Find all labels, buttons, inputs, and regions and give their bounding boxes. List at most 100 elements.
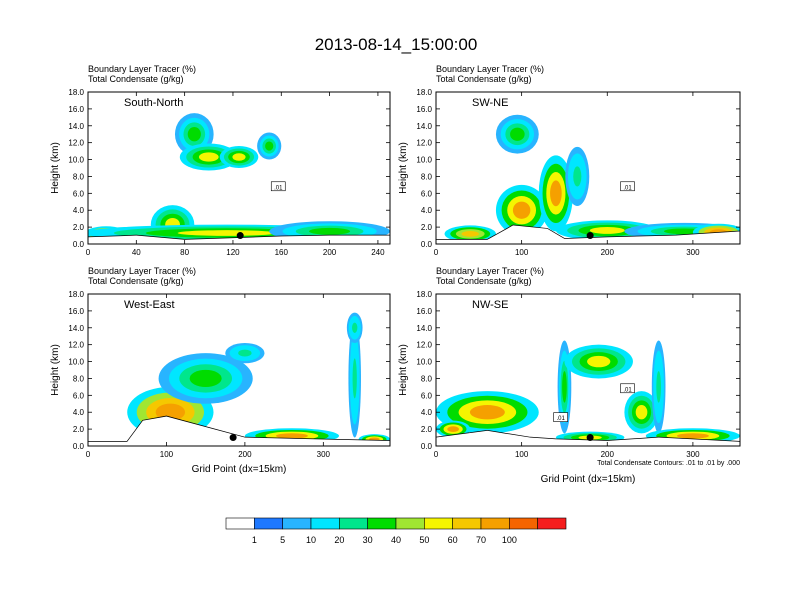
- shading-cell: [469, 405, 505, 420]
- plot-area: [436, 340, 740, 446]
- shading-cell: [573, 166, 582, 187]
- y-tick-label: 10.0: [416, 156, 432, 165]
- colorbar-label: 1: [252, 535, 257, 545]
- colorbar-swatch: [225, 517, 255, 530]
- x-tick-label: 200: [601, 248, 615, 257]
- y-tick-label: 14.0: [416, 122, 432, 131]
- contour-label-box: [620, 181, 635, 192]
- panel-label: NW-SE: [472, 299, 508, 311]
- y-tick-label: 8.0: [421, 172, 433, 181]
- y-tick-label: 16.0: [68, 105, 84, 114]
- colorbar-swatch: [339, 517, 368, 530]
- figure-title: 2013-08-14_15:00:00: [315, 35, 478, 54]
- colorbar-label: 40: [391, 535, 401, 545]
- panel-subtitle-tracer: Boundary Layer Tracer (%): [88, 64, 196, 74]
- shading-cell: [510, 127, 525, 141]
- x-tick-label: 0: [86, 248, 91, 257]
- terrain-line: [88, 415, 390, 443]
- y-axis-label: Height (km): [398, 344, 409, 396]
- x-tick-label: 300: [686, 248, 700, 257]
- panel-west-east: Boundary Layer Tracer (%)Total Condensat…: [50, 266, 391, 475]
- panel-label: West-East: [124, 299, 175, 311]
- y-tick-label: 12.0: [416, 139, 432, 148]
- colorbar-swatch: [367, 517, 397, 530]
- y-tick-label: 18.0: [416, 88, 432, 97]
- x-tick-label: 0: [434, 450, 439, 459]
- x-axis-label: Grid Point (dx=15km): [192, 464, 287, 475]
- y-tick-label: 2.0: [73, 223, 85, 232]
- panel-subtitle-condensate: Total Condensate (g/kg): [436, 276, 532, 286]
- contour-label-box: [270, 181, 286, 192]
- x-tick-label: 100: [160, 450, 174, 459]
- y-tick-label: 12.0: [68, 341, 84, 350]
- y-axis-label: Height (km): [398, 142, 409, 194]
- panel-subtitle-tracer: Boundary Layer Tracer (%): [436, 64, 544, 74]
- colorbar-swatch: [310, 517, 340, 530]
- colorbar-swatch: [424, 517, 453, 530]
- colorbar-label: 60: [448, 535, 458, 545]
- contour-label-box: [620, 383, 635, 394]
- y-tick-label: 8.0: [73, 172, 85, 181]
- colorbar-swatch: [254, 517, 283, 530]
- x-tick-label: 240: [371, 248, 385, 257]
- colorbar-swatch: [480, 517, 510, 530]
- terrain-fill: [436, 225, 740, 244]
- y-tick-label: 4.0: [421, 206, 433, 215]
- y-tick-label: 0.0: [73, 240, 85, 249]
- panel-nw-se: Boundary Layer Tracer (%)Total Condensat…: [398, 266, 741, 485]
- y-tick-label: 18.0: [68, 88, 84, 97]
- y-tick-label: 10.0: [68, 358, 84, 367]
- terrain-fill: [88, 235, 390, 244]
- y-tick-label: 6.0: [421, 189, 433, 198]
- shading-cell: [656, 371, 661, 403]
- terrain-fill: [436, 430, 740, 446]
- x-tick-label: 0: [434, 248, 439, 257]
- y-tick-label: 0.0: [421, 442, 433, 451]
- panel-subtitle-condensate: Total Condensate (g/kg): [88, 276, 184, 286]
- y-tick-label: 2.0: [421, 223, 433, 232]
- panel-label: SW-NE: [472, 97, 508, 109]
- shading-cell: [635, 405, 648, 420]
- panel-subtitle-tracer: Boundary Layer Tracer (%): [88, 266, 196, 276]
- colorbar-swatch: [395, 517, 425, 530]
- x-tick-label: 0: [86, 450, 91, 459]
- x-tick-label: 200: [323, 248, 337, 257]
- colorbar: 1 5 10 20 30 40 50 60 70 100: [225, 517, 567, 545]
- panel-subtitle-condensate: Total Condensate (g/kg): [88, 74, 184, 84]
- shading-cell: [177, 230, 277, 236]
- x-tick-label: 120: [226, 248, 240, 257]
- x-tick-label: 100: [515, 248, 529, 257]
- shading-cell: [238, 349, 252, 357]
- plot-frame: [87, 293, 391, 447]
- x-axis-label: Grid Point (dx=15km): [541, 474, 636, 485]
- shading-cell: [352, 358, 357, 399]
- shading-cell: [562, 371, 567, 403]
- x-tick-label: 40: [132, 248, 141, 257]
- panel-subtitle-condensate: Total Condensate (g/kg): [436, 74, 532, 84]
- colorbar-label: 50: [419, 535, 429, 545]
- y-tick-label: 0.0: [73, 442, 85, 451]
- panel-subtitle-tracer: Boundary Layer Tracer (%): [436, 266, 544, 276]
- shading-cell: [232, 153, 246, 161]
- colorbar-label: 5: [280, 535, 285, 545]
- y-tick-label: 6.0: [421, 391, 433, 400]
- y-axis-label: Height (km): [50, 142, 61, 194]
- y-tick-label: 0.0: [421, 240, 433, 249]
- colorbar-swatch: [452, 517, 482, 530]
- x-tick-label: 300: [686, 450, 700, 459]
- colorbar-label: 100: [502, 535, 517, 545]
- location-marker: [236, 232, 244, 240]
- shading-cell: [198, 152, 219, 162]
- y-tick-label: 6.0: [73, 189, 85, 198]
- y-tick-label: 2.0: [421, 425, 433, 434]
- terrain-fill: [88, 416, 390, 446]
- colorbar-swatch: [282, 517, 312, 530]
- y-tick-label: 14.0: [68, 122, 84, 131]
- x-tick-label: 300: [317, 450, 331, 459]
- y-tick-label: 10.0: [68, 156, 84, 165]
- plot-area: [436, 114, 740, 244]
- shading-cell: [309, 227, 351, 235]
- colorbar-label: 20: [334, 535, 344, 545]
- colorbar-label: 30: [363, 535, 373, 545]
